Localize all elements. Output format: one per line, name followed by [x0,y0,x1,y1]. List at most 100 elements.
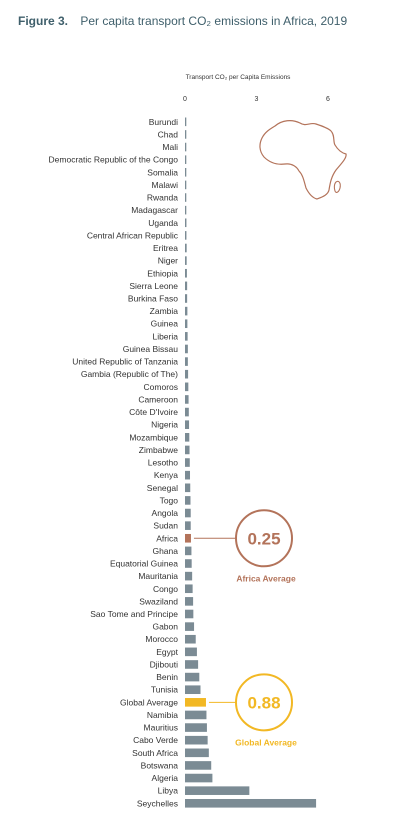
category-label-djibouti: Djibouti [150,659,178,669]
category-label-zimbabwe: Zimbabwe [139,445,178,455]
bar-sierra-leone [185,281,188,291]
bar-zambia [185,306,188,316]
bar-seychelles [185,798,317,808]
bar-egypt [185,647,197,657]
bars [185,117,317,808]
bar-central-african-republic [185,231,187,240]
x-tick-label-0: 0 [183,96,187,103]
figure-number: Figure 3. [18,14,69,28]
category-label-guinea-bissau: Guinea Bissau [123,344,179,354]
global-average-label: Global Average [235,737,297,747]
category-label-gabon: Gabon [152,622,178,632]
category-label-united-republic-of-tanzania: United Republic of Tanzania [72,357,178,367]
category-label-gambia-republic-of-the: Gambia (Republic of The) [81,369,178,379]
category-label-mozambique: Mozambique [129,432,178,442]
bar-swaziland [185,597,194,606]
bar-ghana [185,546,192,556]
category-label-zambia: Zambia [150,306,179,316]
bar-liberia [185,332,188,341]
category-label-ghana: Ghana [152,546,178,556]
bar-niger [185,256,187,265]
category-label-burkina-faso: Burkina Faso [128,293,178,303]
bar-mali [185,142,187,152]
category-label-chad: Chad [158,129,179,139]
category-label-malawi: Malawi [152,180,179,190]
category-label-africa: Africa [156,533,178,543]
bar-guinea-bissau [185,344,188,354]
category-label-south-africa: South Africa [132,748,178,758]
category-label-mauritius: Mauritius [144,723,178,733]
bar-democratic-republic-of-the-congo [185,155,187,164]
bar-cameroon [185,395,189,404]
category-label-benin: Benin [156,672,178,682]
category-label-cameroon: Cameroon [138,394,178,404]
category-label-global-average: Global Average [120,697,178,707]
bar-botswana [185,761,212,770]
category-label-equatorial-guinea: Equatorial Guinea [110,559,178,569]
bar-global-average [185,698,206,707]
bar-libya [185,786,250,795]
bar-togo [185,496,191,505]
bar-benin [185,672,200,682]
bar-burundi [185,117,187,127]
bar-c-te-d-ivoire [185,407,189,417]
category-label-morocco: Morocco [145,634,178,644]
bar-equatorial-guinea [185,559,192,568]
category-label-central-african-republic: Central African Republic [87,230,179,240]
average-callouts: 0.25 Africa Average 0.88 Global Average [193,509,297,747]
global-callout-circle [235,673,293,732]
figure-title: Figure 3. Per capita transport CO₂ emiss… [18,14,347,28]
category-label-namibia: Namibia [147,710,178,720]
category-label-kenya: Kenya [154,470,178,480]
bar-south-africa [185,748,209,758]
bar-united-republic-of-tanzania [185,357,188,366]
africa-callout-circle [235,509,293,568]
bar-mozambique [185,433,190,442]
bar-congo [185,584,193,594]
bar-djibouti [185,660,199,669]
bar-senegal [185,483,191,493]
bar-gabon [185,622,195,631]
bar-zimbabwe [185,445,190,455]
category-label-libya: Libya [158,786,179,796]
category-label-cabo-verde: Cabo Verde [133,735,178,745]
category-label-mauritania: Mauritania [138,571,178,581]
category-label-tunisia: Tunisia [151,685,178,695]
bar-somalia [185,167,187,177]
global-average-value: 0.88 [247,693,280,712]
africa-average-value: 0.25 [247,529,280,548]
bar-gambia-republic-of-the [185,369,189,379]
bar-kenya [185,470,191,480]
category-label-algeria: Algeria [152,773,179,783]
category-label-c-te-d-ivoire: Côte D'Ivoire [129,407,178,417]
category-label-liberia: Liberia [152,331,178,341]
category-label-niger: Niger [158,256,178,266]
bar-cabo-verde [185,735,208,745]
bar-uganda [185,218,187,228]
category-label-somalia: Somalia [147,167,178,177]
bar-mauritius [185,723,207,732]
category-label-sudan: Sudan [153,521,178,531]
category-label-nigeria: Nigeria [151,420,178,430]
bar-lesotho [185,458,190,467]
x-tick-label-6: 6 [326,96,330,103]
category-label-rwanda: Rwanda [147,193,178,203]
bar-angola [185,508,191,518]
category-label-lesotho: Lesotho [148,458,179,468]
figure-caption: Per capita transport CO₂ emissions in Af… [80,14,348,28]
category-label-togo: Togo [160,495,179,505]
category-label-congo: Congo [153,584,178,594]
category-label-mali: Mali [162,142,178,152]
bar-comoros [185,382,189,392]
category-label-democratic-republic-of-the-congo: Democratic Republic of the Congo [49,155,179,165]
africa-average-label: Africa Average [236,573,296,583]
bar-madagascar [185,205,187,215]
bar-tunisia [185,685,201,695]
category-label-sierra-leone: Sierra Leone [129,281,178,291]
bar-ethiopia [185,268,187,278]
category-label-egypt: Egypt [156,647,178,657]
category-label-senegal: Senegal [147,483,178,493]
category-label-uganda: Uganda [148,218,178,228]
bar-mauritania [185,571,193,581]
category-label-burundi: Burundi [149,117,178,127]
